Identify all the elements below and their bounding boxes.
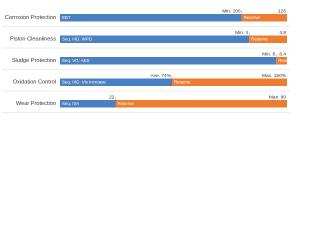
- limit-label: 8.4: [279, 51, 286, 57]
- page: {"chart_data": {"type": "bar", "categori…: [0, 0, 320, 118]
- limit-label: Max. 90: [269, 94, 286, 100]
- bar: [60, 14, 242, 22]
- category-label: Wear Protection: [16, 101, 56, 107]
- reserve-label: Reserve: [244, 15, 261, 20]
- bar: [60, 57, 277, 65]
- limit-label: 125: [278, 8, 286, 14]
- value-label: Min. 4: [235, 30, 248, 36]
- reserve-bar: [241, 14, 287, 22]
- test-label: Seq. IVA: [62, 101, 79, 106]
- value-label: Ave. 74%: [151, 73, 172, 79]
- category-label: Oxidation Control: [13, 80, 56, 86]
- reserve-bar: [276, 57, 287, 65]
- value-label: Min. 8: [262, 51, 275, 57]
- test-label: Seq. IIIG: Vis Increase: [62, 79, 106, 84]
- reserve-bar: [249, 35, 287, 43]
- reserve-label: Reserve: [174, 79, 191, 84]
- bar: [60, 100, 116, 108]
- bar: [60, 78, 172, 86]
- test-label: Seq. VG: AES: [62, 58, 90, 63]
- limit-label: 4.8: [279, 30, 286, 36]
- value-label: Min. 100: [222, 8, 241, 14]
- value-label: 22: [109, 94, 115, 100]
- reserve-label: Reserve: [278, 58, 292, 63]
- limit-label: Max. 150%: [262, 73, 287, 79]
- test-label: Seq. IIIG: WPD: [62, 36, 92, 41]
- category-label: Sludge Protection: [12, 58, 56, 64]
- reserve-label: Reserve: [117, 101, 134, 106]
- reserve-bar: [115, 100, 287, 108]
- category-label: Piston Cleanliness: [10, 37, 56, 43]
- bar: [60, 35, 250, 43]
- reserve-bar: [171, 78, 287, 86]
- test-label: EBT: [62, 15, 71, 20]
- reserve-label: Reserve: [251, 36, 268, 41]
- category-label: Corrosion Protection: [5, 15, 56, 21]
